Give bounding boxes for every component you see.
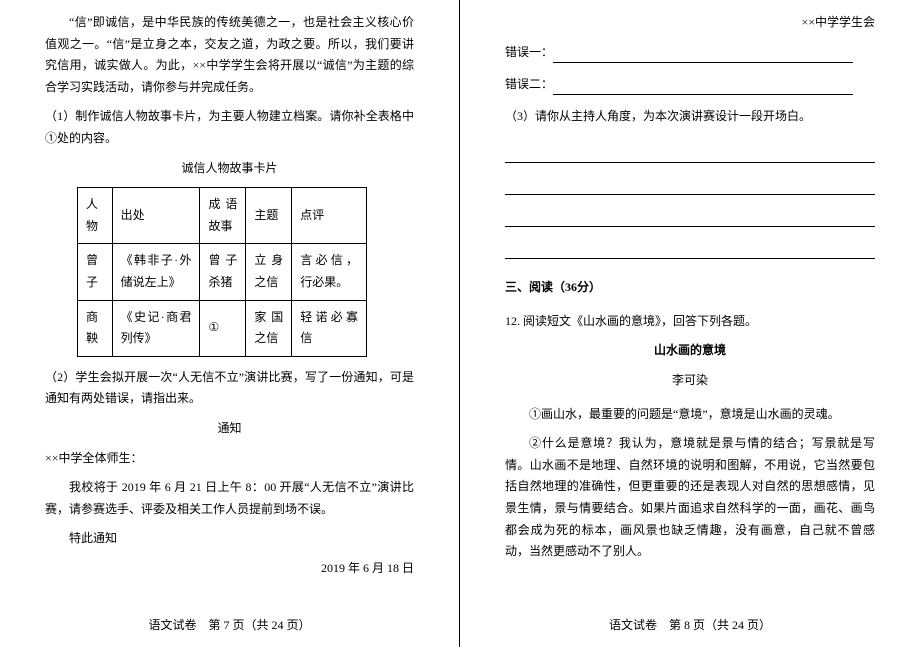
notice-signature: ××中学学生会 [505,12,875,34]
article-title: 山水画的意境 [505,340,875,362]
q12-prompt: 12. 阅读短文《山水画的意境》，回答下列各题。 [505,311,875,333]
q3-prompt: （3）请你从主持人角度，为本次演讲赛设计一段开场白。 [505,106,875,128]
notice-title: 通知 [45,418,414,440]
answer-line [505,141,875,157]
answer-line [505,237,875,253]
cell: 家国之信 [246,300,292,356]
th-source: 出处 [112,188,200,244]
error2-label: 错误二： [505,74,553,96]
answer-line [505,173,875,189]
article-p2: ②什么是意境？我认为，意境就是景与情的结合；写景就是写情。山水画不是地理、自然环… [505,433,875,563]
cell: 立身之信 [246,244,292,300]
blank-line [505,151,875,163]
cell: 《韩非子·外储说左上》 [112,244,200,300]
notice-date: 2019 年 6 月 18 日 [45,558,414,580]
blank-line [505,215,875,227]
cell: 商鞅 [78,300,113,356]
cell: 曾子杀猪 [200,244,246,300]
story-card-table: 人物 出处 成语故事 主题 点评 曾子 《韩非子·外储说左上》 曾子杀猪 立身之… [77,187,367,357]
cell: 《史记·商君列传》 [112,300,200,356]
page-footer: 语文试卷 第 8 页（共 24 页） [460,615,920,637]
intro-paragraph: “信”即诚信，是中华民族的传统美德之一，也是社会主义核心价值观之一。“信”是立身… [45,12,414,98]
article-author: 李可染 [505,370,875,392]
article-p1: ①画山水，最重要的问题是“意境”，意境是山水画的灵魂。 [505,404,875,426]
cell: 言必信，行必果。 [292,244,367,300]
error2-line: 错误二： [505,74,875,90]
error1-line: 错误一： [505,42,875,58]
table-row: 曾子 《韩非子·外储说左上》 曾子杀猪 立身之信 言必信，行必果。 [78,244,367,300]
page-8: ××中学学生会 错误一： 错误二： （3）请你从主持人角度，为本次演讲赛设计一段… [460,0,920,647]
error1-label: 错误一： [505,42,553,64]
cell: 曾子 [78,244,113,300]
table-header-row: 人物 出处 成语故事 主题 点评 [78,188,367,244]
th-person: 人物 [78,188,113,244]
table-row: 商鞅 《史记·商君列传》 ① 家国之信 轻诺必寡信 [78,300,367,356]
cell: 轻诺必寡信 [292,300,367,356]
blank-line [553,83,853,95]
table-caption: 诚信人物故事卡片 [45,158,414,180]
notice-body: 我校将于 2019 年 6 月 21 日上午 8：00 开展“人无信不立”演讲比… [45,477,414,520]
th-comment: 点评 [292,188,367,244]
q1-prompt: （1）制作诚信人物故事卡片，为主要人物建立档案。请你补全表格中①处的内容。 [45,106,414,149]
page-7: “信”即诚信，是中华民族的传统美德之一，也是社会主义核心价值观之一。“信”是立身… [0,0,460,647]
cell-blank: ① [200,300,246,356]
q2-prompt: （2）学生会拟开展一次“人无信不立”演讲比赛，写了一份通知，可是通知有两处错误，… [45,367,414,410]
blank-line [553,51,853,63]
answer-line [505,205,875,221]
blank-line [505,247,875,259]
blank-line [505,183,875,195]
th-theme: 主题 [246,188,292,244]
th-idiom: 成语故事 [200,188,246,244]
section-title: 三、阅读（36分） [505,277,875,299]
page-footer: 语文试卷 第 7 页（共 24 页） [0,615,459,637]
notice-close: 特此通知 [45,528,414,550]
notice-addressee: ××中学全体师生： [45,448,414,470]
